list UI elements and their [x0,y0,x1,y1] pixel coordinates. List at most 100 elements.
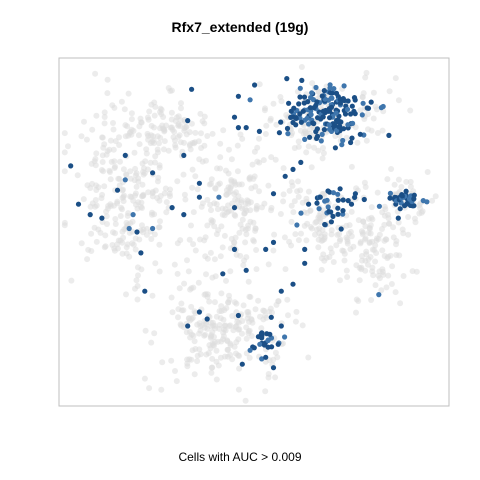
background-cell-point [275,298,282,305]
background-cell-point [144,114,151,121]
background-cell-point [156,162,163,169]
background-cell-point [337,236,344,243]
background-cell-point [373,106,380,113]
background-cell-point [177,139,184,146]
background-cell-point [232,181,239,188]
background-cell-point [204,196,211,203]
high-auc-cell-point [185,323,191,329]
background-cell-point [127,193,134,200]
high-auc-cell-point [297,85,303,91]
background-cell-point [186,315,193,322]
background-cell-point [158,386,165,393]
high-auc-cell-point [402,203,408,209]
background-cell-point [83,136,90,143]
background-cell-point [278,98,285,105]
background-cell-point [330,259,337,265]
background-cell-point [372,258,379,265]
background-cell-point [166,190,173,197]
background-cell-point [353,262,360,269]
background-cell-point [107,137,114,144]
background-cell-point [142,327,149,334]
background-cell-point [133,183,140,190]
background-cell-point [104,205,111,212]
background-cell-point [341,257,348,264]
background-cell-point [249,161,256,168]
background-cell-point [246,354,253,361]
background-cell-point [256,81,263,88]
background-cell-point [171,261,178,268]
background-cell-point [295,237,302,244]
background-cell-point [119,206,125,213]
background-cell-point [127,128,134,135]
high-auc-cell-point [270,365,277,371]
background-cell-point [211,256,218,263]
background-cell-point [303,195,310,202]
background-cell-point [223,305,230,312]
background-cell-point [218,303,225,310]
background-cell-point [298,230,304,237]
background-cell-point [184,257,190,264]
background-cell-point [273,121,280,128]
background-cell-point [218,290,225,297]
high-auc-cell-point [318,138,324,144]
background-cell-point [241,210,248,217]
background-cell-point [395,176,402,183]
background-cell-point [175,306,182,313]
high-auc-cell-point [317,194,323,200]
high-auc-cell-point [181,212,187,218]
high-auc-cell-point [376,292,382,298]
high-auc-cell-point [403,188,409,194]
high-auc-cell-point [216,194,222,200]
high-auc-cell-point [345,98,351,104]
background-cell-point [238,199,245,206]
high-auc-cell-point [335,211,341,217]
high-auc-cell-point [325,108,332,114]
background-cell-point [319,155,326,162]
background-cell-point [78,133,85,140]
background-cell-point [154,146,161,153]
high-auc-cell-point [342,111,349,117]
high-auc-cell-point [306,121,312,127]
background-cell-point [245,278,252,285]
background-cell-point [224,338,231,345]
background-cell-point [138,266,145,273]
high-auc-cell-point [330,190,337,196]
background-cell-point [231,343,238,350]
background-cell-point [88,230,95,237]
background-cell-point [214,165,220,172]
background-cell-point [192,173,199,180]
high-auc-cell-point [326,122,332,128]
background-cell-point [208,364,215,371]
high-auc-cell-point [299,77,305,83]
background-cell-point [286,187,293,194]
background-cell-point [295,143,302,150]
high-auc-cell-point [399,193,405,199]
background-cell-point [407,107,414,114]
background-cell-point [235,352,242,359]
high-auc-cell-point [302,260,308,266]
background-cell-point [376,268,383,275]
high-auc-cell-point [278,119,284,125]
background-cell-point [132,172,139,179]
background-cell-point [178,105,184,112]
background-cell-point [88,248,95,254]
background-cell-point [136,236,143,243]
background-cell-point [112,221,119,227]
background-cell-point [206,298,213,305]
background-cell-point [131,149,138,156]
background-cell-point [151,330,158,337]
background-cell-point [155,224,162,231]
background-cell-point [81,118,87,125]
high-auc-cell-point [301,94,308,100]
background-cell-point [295,193,302,200]
background-cell-point [317,219,324,225]
background-cell-point [197,351,204,358]
plot-panel-border [58,57,450,407]
background-cell-point [132,246,139,253]
background-cell-point [208,369,215,376]
high-auc-cell-point [335,191,341,197]
background-cell-point [219,205,226,212]
high-auc-cell-point [286,100,292,106]
high-auc-cell-point [138,250,144,256]
